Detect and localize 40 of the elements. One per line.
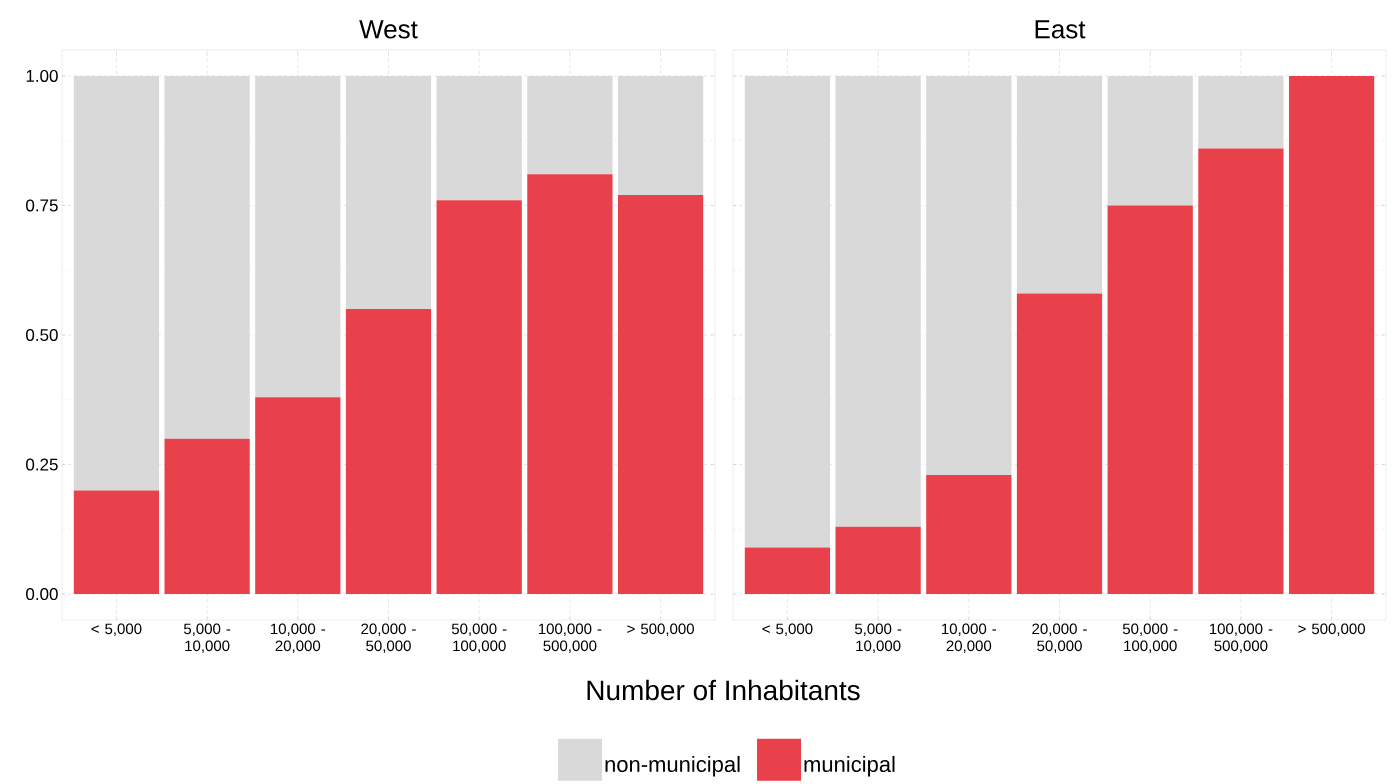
bar: [1016, 293, 1103, 595]
legend-label: non-municipal: [605, 755, 740, 777]
bar: [1198, 148, 1284, 595]
y-tick-label: 0.75: [26, 199, 58, 212]
legend-label: municipal: [804, 755, 895, 777]
x-tick-label: 5,000 - 10,000: [854, 623, 902, 653]
x-tick-label: > 500,000: [1298, 623, 1365, 636]
y-tick-label: 0.50: [26, 328, 58, 342]
y-tick-label: 0.00: [26, 588, 58, 601]
bar: [835, 75, 921, 527]
x-tick-label: 50,000 - 100,000: [1122, 623, 1178, 653]
x-tick-label: 10,000 - 20,000: [271, 623, 326, 653]
bar: [255, 397, 341, 595]
bar: [436, 200, 522, 595]
bar: [527, 174, 613, 595]
x-tick-label: 50,000 - 100,000: [451, 623, 507, 653]
x-tick-label: 100,000 - 500,000: [538, 623, 602, 653]
bar: [1107, 205, 1193, 595]
bar: [926, 474, 1012, 595]
bar: [164, 438, 250, 595]
bar: [744, 547, 831, 595]
bar: [835, 526, 921, 595]
x-tick-label: 20,000 - 50,000: [361, 623, 416, 653]
x-tick-label: < 5,000: [762, 623, 813, 636]
chart-title: East: [1035, 20, 1086, 39]
bar: [617, 195, 704, 595]
bar: [164, 75, 250, 439]
x-tick-label: < 5,000: [91, 623, 142, 636]
chart-title: West: [359, 20, 418, 39]
y-tick-label: 0.25: [26, 458, 58, 471]
x-tick-label: 5,000 - 10,000: [183, 623, 231, 653]
y-tick-label: 1.00: [26, 69, 58, 82]
bar: [345, 309, 432, 595]
bar: [1288, 75, 1375, 595]
x-tick-label: 100,000 - 500,000: [1209, 623, 1273, 653]
x-tick-label: > 500,000: [627, 623, 694, 636]
x-tick-label: 10,000 - 20,000: [942, 623, 997, 653]
x-tick-label: 20,000 - 50,000: [1032, 623, 1087, 653]
x-axis-title: Number of Inhabitants: [587, 679, 860, 701]
bar: [73, 490, 160, 595]
